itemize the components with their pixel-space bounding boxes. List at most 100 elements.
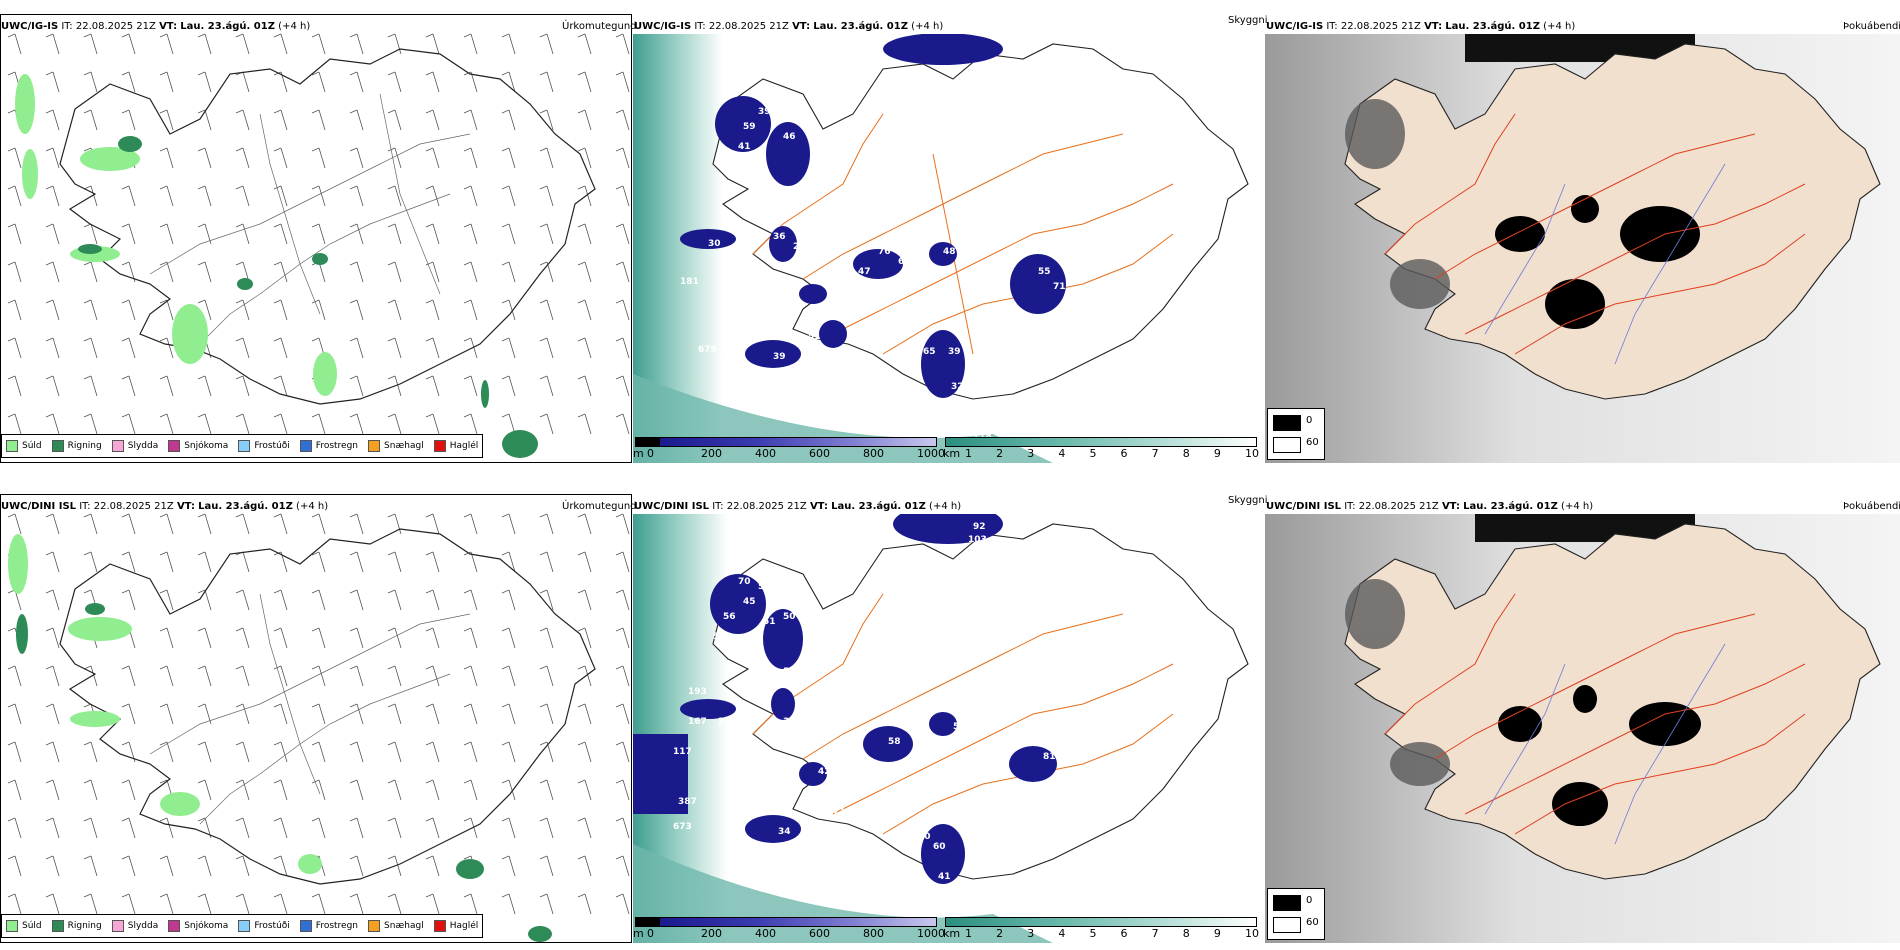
ceiling-label: 49: [803, 727, 816, 737]
wind-barb: [501, 855, 516, 877]
wind-barb: [425, 817, 440, 839]
wind-barb: [235, 109, 250, 131]
legend-label: Frostregn: [315, 921, 359, 931]
wind-barb: [501, 147, 516, 169]
wind-barb: [159, 627, 174, 649]
wind-barb: [235, 33, 250, 55]
wind-barb: [235, 893, 250, 915]
wind-barb: [577, 375, 592, 397]
legend-swatch: [238, 440, 251, 452]
wind-barb: [577, 665, 592, 687]
wind-barb: [83, 109, 98, 131]
wind-barb: [7, 703, 22, 725]
wind-barb: [159, 413, 174, 435]
wind-barb: [121, 185, 136, 207]
wind-barb: [159, 337, 174, 359]
ceiling-label: 10: [1028, 735, 1041, 745]
precip-map-bottom: [7, 513, 630, 942]
wind-barb: [577, 109, 592, 131]
fog-legend-swatch: [1273, 895, 1301, 911]
wind-barb: [539, 817, 554, 839]
wind-barb: [615, 375, 630, 397]
wind-barb: [539, 375, 554, 397]
wind-barb: [121, 375, 136, 397]
wind-barb: [615, 817, 630, 839]
fog-legend-swatch: [1273, 917, 1301, 933]
wind-barb: [311, 741, 326, 763]
ceiling-label: 71: [1053, 282, 1066, 292]
wind-barb: [197, 185, 212, 207]
wind-barb: [235, 855, 250, 877]
wind-barb: [273, 33, 288, 55]
ceiling-label: 10: [1073, 827, 1086, 837]
legend-swatch: [368, 920, 381, 932]
wind-barb: [235, 413, 250, 435]
wind-barb: [235, 337, 250, 359]
wind-barb: [197, 779, 212, 801]
cloud-panel-top: 59 39 41 46 59 54 31 36 30 26 76 47 67 48 55 71 62 43 51 39…: [633, 34, 1263, 463]
wind-barb: [311, 551, 326, 573]
ceiling-label: 36: [773, 232, 786, 242]
wind-barb: [463, 109, 478, 131]
wind-barb: [615, 551, 630, 573]
wind-barb: [7, 185, 22, 207]
wind-barb: [311, 779, 326, 801]
legend-swatch: [299, 440, 312, 452]
ceiling-label: 71: [833, 807, 846, 817]
colorbar-unit: m: [633, 927, 644, 940]
ceiling-label: 57: [953, 722, 966, 732]
legend-swatch: [6, 920, 18, 932]
wind-barb: [539, 223, 554, 245]
wind-barb: [121, 413, 136, 435]
wind-barb: [349, 261, 364, 283]
legend-label: Súld: [22, 441, 42, 451]
wind-barb: [349, 703, 364, 725]
ceiling-label: 673: [673, 822, 692, 832]
wind-barb: [83, 337, 98, 359]
wind-barb: [615, 147, 630, 169]
wind-barb: [311, 71, 326, 93]
wind-barb: [615, 413, 630, 435]
wind-barb: [159, 589, 174, 611]
wind-barb: [83, 779, 98, 801]
wind-barb: [349, 741, 364, 763]
fog-legend-label: 60: [1306, 437, 1319, 448]
legend-item: Snæhagl: [368, 440, 424, 452]
wind-barb: [121, 71, 136, 93]
wind-barb: [615, 779, 630, 801]
colorbar-tick: 9: [1213, 447, 1221, 460]
legend-swatch: [111, 440, 124, 452]
ceiling-label: 34: [778, 827, 791, 837]
fog-map-top: [1265, 34, 1900, 463]
legend-label: Frostúði: [254, 441, 290, 451]
wind-barb: [577, 33, 592, 55]
wind-barb: [463, 147, 478, 169]
colorbar-tick: 6: [1120, 447, 1128, 460]
wind-barb: [311, 33, 326, 55]
wind-barb: [7, 893, 22, 915]
wind-barb: [387, 337, 402, 359]
legend-label: Slydda: [127, 441, 159, 451]
wind-barb: [235, 817, 250, 839]
wind-barb: [349, 147, 364, 169]
wind-barb: [159, 375, 174, 397]
wind-barb: [45, 299, 60, 321]
wind-barb: [45, 855, 60, 877]
wind-barb: [425, 589, 440, 611]
colorbar-unit: km: [943, 447, 961, 460]
wind-barb: [159, 855, 174, 877]
wind-barb: [311, 413, 326, 435]
colorbar-tick: 200: [701, 447, 722, 460]
colorbar-tick: 4: [1058, 927, 1066, 940]
wind-barb: [159, 551, 174, 573]
wind-barb: [615, 589, 630, 611]
legend-item: Rigning: [51, 920, 102, 932]
wind-barb: [83, 551, 98, 573]
wind-barb: [501, 109, 516, 131]
wind-barb: [83, 413, 98, 435]
wind-barb: [159, 513, 174, 535]
colorbar-tick: 0: [647, 927, 654, 940]
wind-barb: [7, 741, 22, 763]
wind-barb: [273, 413, 288, 435]
ceiling-label: 70: [738, 577, 751, 587]
